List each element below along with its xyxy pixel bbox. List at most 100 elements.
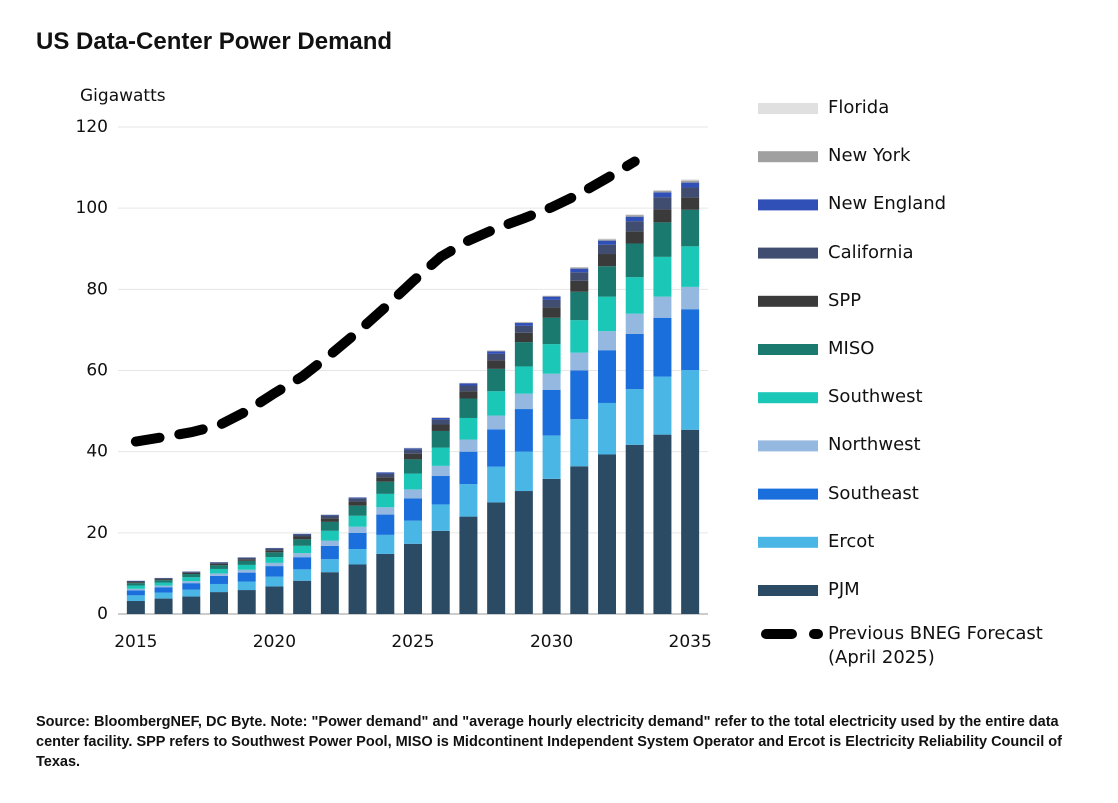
bar-segment [542, 344, 561, 374]
bar-segment [293, 539, 312, 546]
bar-segment [126, 580, 145, 583]
y-tick-label: 0 [97, 604, 108, 624]
bar-segment [459, 398, 478, 418]
bar-segment [320, 559, 339, 573]
legend-label: Northwest [828, 434, 921, 456]
bar-segment [348, 501, 367, 506]
bar-segment [598, 296, 616, 332]
bar-segment [570, 352, 589, 371]
bar-segment [487, 466, 506, 503]
bar-segment [542, 317, 561, 345]
bar-segment [431, 465, 450, 477]
bar-segment [653, 296, 672, 318]
legend-label: Ercot [828, 530, 875, 552]
bar-segment [348, 549, 367, 565]
bar-segment [154, 592, 173, 599]
bar-segment [570, 466, 589, 614]
bar-segment [542, 307, 561, 318]
bar-segment [570, 280, 589, 292]
bar-segment [681, 370, 700, 430]
legend-label: SPP [828, 289, 862, 311]
bar-segment [681, 209, 700, 247]
bar-segment [653, 209, 672, 223]
bar-segment [404, 449, 422, 454]
bar-segment [625, 333, 644, 390]
x-tick-label: 2015 [114, 632, 157, 652]
bar-segment [514, 332, 533, 343]
bar-segment [320, 530, 339, 541]
bar-segment [681, 182, 700, 188]
bar-segment [320, 515, 339, 519]
bar-segment [431, 417, 450, 420]
legend-label: Southwest [828, 386, 923, 408]
bar-segment [265, 562, 284, 567]
chart-title: US Data-Center Power Demand [36, 28, 393, 55]
bar-segment [404, 453, 422, 460]
bar-segment [431, 530, 450, 614]
bar-segment [653, 434, 672, 614]
bar-segment [293, 557, 312, 570]
bar-segment [681, 197, 700, 210]
bar-segment [570, 267, 589, 269]
bar-segment [126, 582, 145, 584]
x-tick-label: 2020 [253, 632, 296, 652]
bar-segment [625, 277, 644, 314]
bar-segment [459, 385, 478, 392]
bar-segment [681, 187, 700, 198]
bar-segment [681, 429, 700, 614]
bar-segment [237, 590, 256, 614]
bar-segment [182, 581, 201, 584]
legend-swatch [758, 151, 818, 163]
bar-segment [182, 572, 201, 575]
bar-segment [625, 221, 644, 232]
bar-segment [404, 473, 422, 490]
bar-segment [126, 590, 145, 596]
bar-segment [404, 543, 422, 614]
bar-segment [126, 601, 145, 614]
bar-segment [459, 451, 478, 485]
bar-segment [376, 477, 395, 482]
bar-segment [293, 534, 312, 537]
legend-swatch [758, 344, 818, 355]
legend-label: New York [828, 145, 911, 167]
bar-segment [653, 256, 672, 297]
bar-segment [598, 350, 616, 403]
bar-segment [404, 498, 422, 521]
legend-label: Previous BNEG Forecast (April 2025) [828, 623, 1043, 668]
bar-segment [542, 389, 561, 436]
bar-segment [154, 585, 173, 588]
bar-segment [570, 370, 589, 420]
legend-swatch [758, 247, 818, 259]
bar-segment [320, 521, 339, 531]
bar-segment [431, 424, 450, 431]
bar-segment [625, 215, 644, 217]
bar-segment [487, 351, 506, 354]
bar-segment [376, 481, 395, 494]
bar-segment [570, 272, 589, 281]
bar-segment [404, 520, 422, 544]
bar-segment [293, 536, 312, 540]
bar-segment [598, 238, 616, 240]
bar-segment [210, 563, 228, 566]
bar-segment [653, 376, 672, 435]
bar-segment [154, 578, 173, 580]
bar-segment [376, 514, 395, 535]
legend-swatch [758, 392, 818, 404]
bar-segment [625, 243, 644, 278]
bar-segment [459, 516, 478, 614]
bar-segment [431, 476, 450, 505]
bar-segment [237, 557, 256, 560]
bar-segment [320, 518, 339, 522]
legend-swatch [758, 536, 818, 548]
bar-segment [598, 244, 616, 255]
bar-segment [320, 572, 339, 614]
bar-segment [514, 409, 533, 452]
bar-segment [625, 231, 644, 244]
legend-swatch [758, 488, 818, 500]
bar-segment [210, 592, 228, 614]
bar-segment [625, 313, 644, 334]
bar-segment [348, 532, 367, 550]
bar-segment [182, 596, 201, 614]
